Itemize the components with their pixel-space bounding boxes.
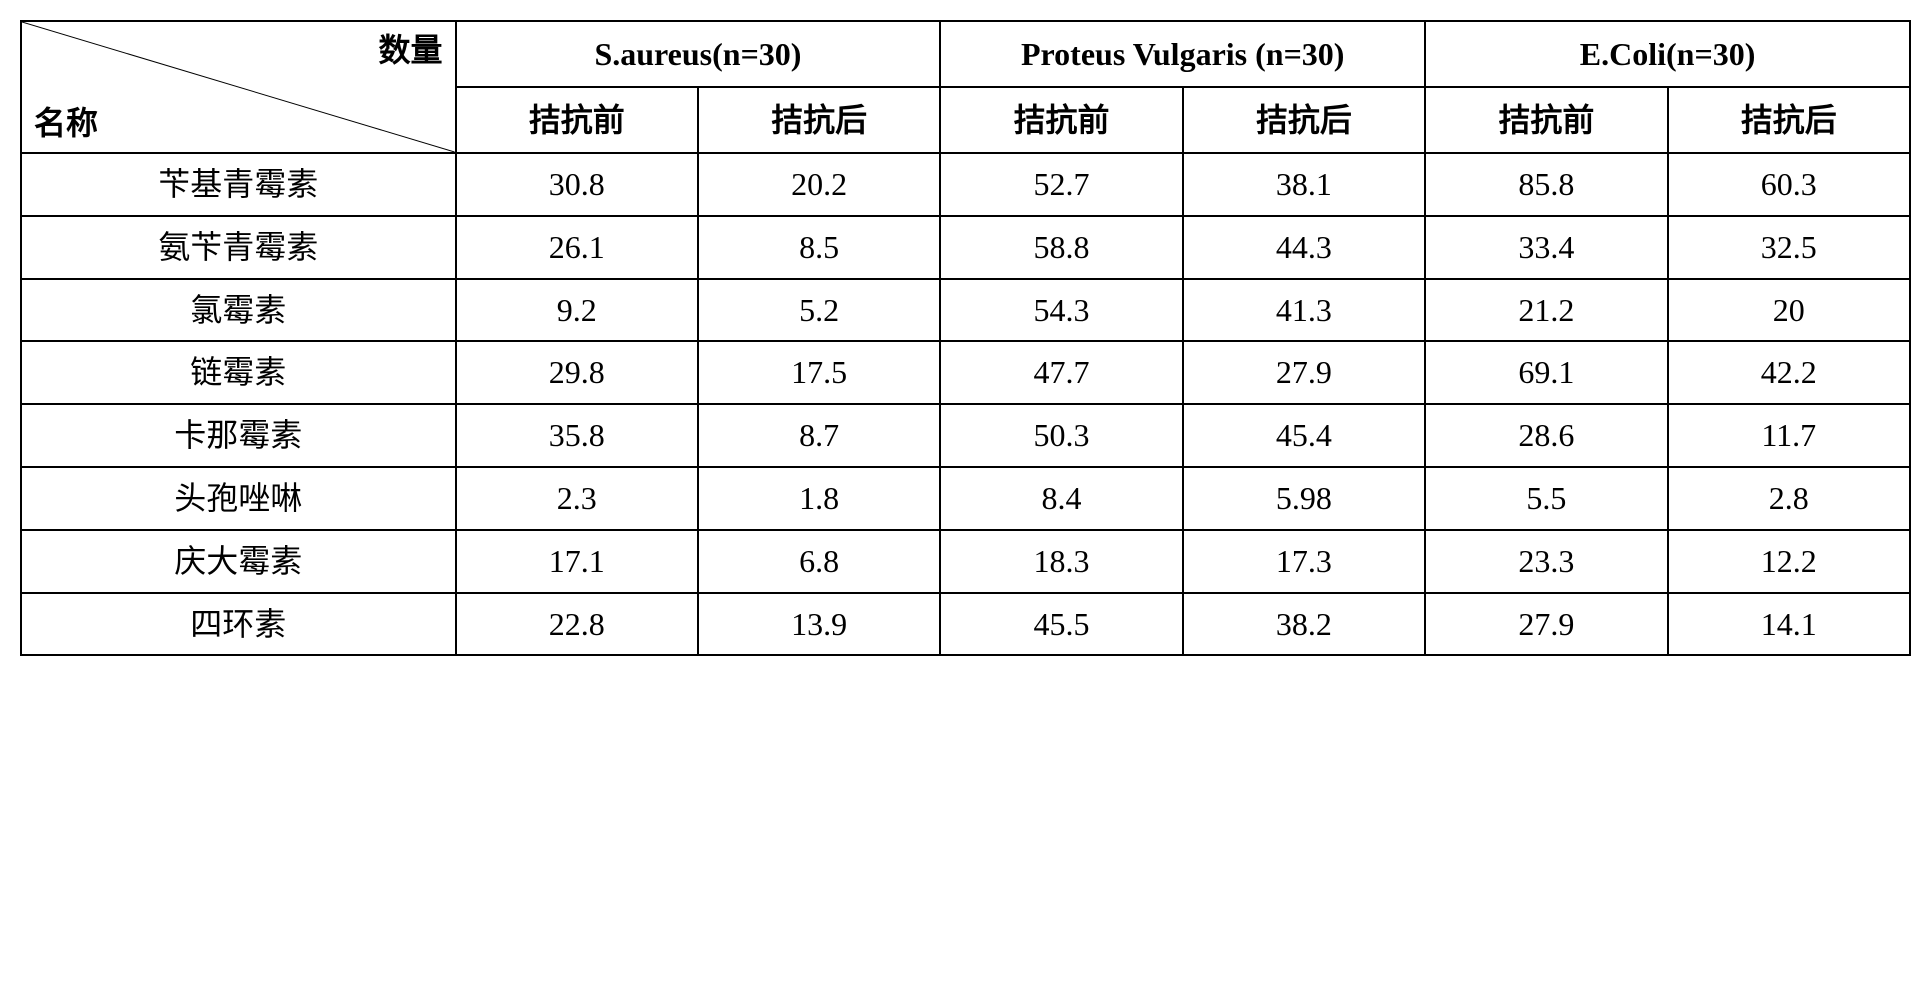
row-name: 头孢唑啉 xyxy=(21,467,456,530)
cell-value: 33.4 xyxy=(1425,216,1667,279)
cell-value: 44.3 xyxy=(1183,216,1425,279)
cell-value: 35.8 xyxy=(456,404,698,467)
row-name: 庆大霉素 xyxy=(21,530,456,593)
diagonal-top-label: 数量 xyxy=(379,28,443,73)
group-header-ecoli: E.Coli(n=30) xyxy=(1425,21,1910,87)
cell-value: 41.3 xyxy=(1183,279,1425,342)
cell-value: 38.1 xyxy=(1183,153,1425,216)
cell-value: 29.8 xyxy=(456,341,698,404)
cell-value: 28.6 xyxy=(1425,404,1667,467)
subheader-after: 拮抗后 xyxy=(1183,87,1425,153)
cell-value: 5.2 xyxy=(698,279,940,342)
table-header-row-1: 数量 名称 S.aureus(n=30) Proteus Vulgaris (n… xyxy=(21,21,1910,87)
table-row: 四环素 22.8 13.9 45.5 38.2 27.9 14.1 xyxy=(21,593,1910,656)
cell-value: 12.2 xyxy=(1668,530,1910,593)
cell-value: 5.5 xyxy=(1425,467,1667,530)
cell-value: 8.7 xyxy=(698,404,940,467)
row-name: 苄基青霉素 xyxy=(21,153,456,216)
table-row: 氨苄青霉素 26.1 8.5 58.8 44.3 33.4 32.5 xyxy=(21,216,1910,279)
row-name: 卡那霉素 xyxy=(21,404,456,467)
table-row: 氯霉素 9.2 5.2 54.3 41.3 21.2 20 xyxy=(21,279,1910,342)
cell-value: 5.98 xyxy=(1183,467,1425,530)
cell-value: 58.8 xyxy=(940,216,1182,279)
cell-value: 21.2 xyxy=(1425,279,1667,342)
cell-value: 17.1 xyxy=(456,530,698,593)
cell-value: 18.3 xyxy=(940,530,1182,593)
cell-value: 8.5 xyxy=(698,216,940,279)
cell-value: 8.4 xyxy=(940,467,1182,530)
cell-value: 13.9 xyxy=(698,593,940,656)
cell-value: 6.8 xyxy=(698,530,940,593)
cell-value: 1.8 xyxy=(698,467,940,530)
row-name: 氨苄青霉素 xyxy=(21,216,456,279)
cell-value: 42.2 xyxy=(1668,341,1910,404)
subheader-before: 拮抗前 xyxy=(940,87,1182,153)
subheader-after: 拮抗后 xyxy=(1668,87,1910,153)
cell-value: 14.1 xyxy=(1668,593,1910,656)
cell-value: 2.8 xyxy=(1668,467,1910,530)
diagonal-header-cell: 数量 名称 xyxy=(21,21,456,153)
cell-value: 45.5 xyxy=(940,593,1182,656)
cell-value: 20.2 xyxy=(698,153,940,216)
cell-value: 27.9 xyxy=(1183,341,1425,404)
cell-value: 27.9 xyxy=(1425,593,1667,656)
group-header-proteus: Proteus Vulgaris (n=30) xyxy=(940,21,1425,87)
cell-value: 32.5 xyxy=(1668,216,1910,279)
cell-value: 85.8 xyxy=(1425,153,1667,216)
subheader-after: 拮抗后 xyxy=(698,87,940,153)
cell-value: 69.1 xyxy=(1425,341,1667,404)
table-body: 苄基青霉素 30.8 20.2 52.7 38.1 85.8 60.3 氨苄青霉… xyxy=(21,153,1910,655)
cell-value: 38.2 xyxy=(1183,593,1425,656)
cell-value: 2.3 xyxy=(456,467,698,530)
cell-value: 60.3 xyxy=(1668,153,1910,216)
cell-value: 17.3 xyxy=(1183,530,1425,593)
row-name: 四环素 xyxy=(21,593,456,656)
subheader-before: 拮抗前 xyxy=(1425,87,1667,153)
diagonal-bottom-label: 名称 xyxy=(34,101,98,146)
cell-value: 20 xyxy=(1668,279,1910,342)
table-row: 链霉素 29.8 17.5 47.7 27.9 69.1 42.2 xyxy=(21,341,1910,404)
row-name: 链霉素 xyxy=(21,341,456,404)
row-name: 氯霉素 xyxy=(21,279,456,342)
cell-value: 9.2 xyxy=(456,279,698,342)
antibiotic-resistance-table: 数量 名称 S.aureus(n=30) Proteus Vulgaris (n… xyxy=(20,20,1911,656)
cell-value: 22.8 xyxy=(456,593,698,656)
cell-value: 47.7 xyxy=(940,341,1182,404)
cell-value: 52.7 xyxy=(940,153,1182,216)
table-row: 头孢唑啉 2.3 1.8 8.4 5.98 5.5 2.8 xyxy=(21,467,1910,530)
cell-value: 23.3 xyxy=(1425,530,1667,593)
cell-value: 45.4 xyxy=(1183,404,1425,467)
cell-value: 50.3 xyxy=(940,404,1182,467)
table-row: 庆大霉素 17.1 6.8 18.3 17.3 23.3 12.2 xyxy=(21,530,1910,593)
group-header-saureus: S.aureus(n=30) xyxy=(456,21,941,87)
cell-value: 17.5 xyxy=(698,341,940,404)
cell-value: 30.8 xyxy=(456,153,698,216)
table-row: 卡那霉素 35.8 8.7 50.3 45.4 28.6 11.7 xyxy=(21,404,1910,467)
cell-value: 26.1 xyxy=(456,216,698,279)
table-row: 苄基青霉素 30.8 20.2 52.7 38.1 85.8 60.3 xyxy=(21,153,1910,216)
cell-value: 11.7 xyxy=(1668,404,1910,467)
cell-value: 54.3 xyxy=(940,279,1182,342)
subheader-before: 拮抗前 xyxy=(456,87,698,153)
